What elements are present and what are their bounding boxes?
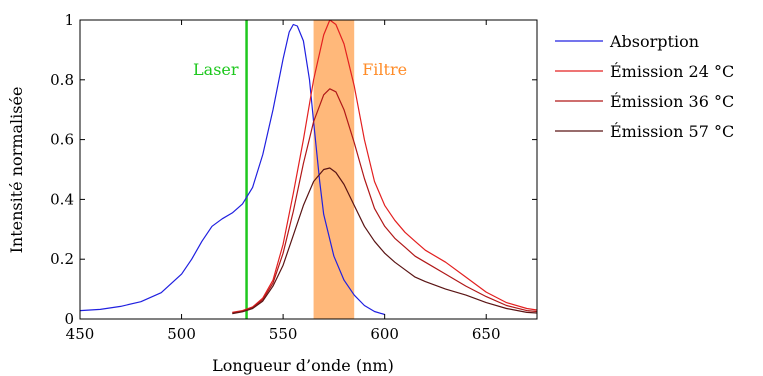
y-tick-label-5: 1 [64,11,74,29]
legend: Absorption Émission 24 °C Émission 36 °C Ém… [555,32,734,141]
series-line-3 [232,167,537,315]
y-tick-label-1: 0.2 [50,250,74,268]
plot-area: Laser Filtre [80,20,537,319]
filter-label: Filtre [362,60,407,79]
y-tick-label-2: 0.4 [50,190,74,208]
filter-band [313,20,355,319]
laser-label: Laser [193,60,239,79]
x-tick-label-2: 550 [269,325,298,343]
series-line-2 [232,88,537,314]
legend-label-2: Émission 36 °C [610,91,734,111]
axes: 450 500 550 600 650 0 0.2 0.4 0.6 0.8 1 [50,11,538,343]
y-axis-title: Intensité normalisée [7,87,26,254]
axes-frame [79,19,538,320]
x-tick-label-3: 600 [370,325,399,343]
x-tick-label-1: 500 [167,325,196,343]
series-line-0 [80,23,385,316]
x-tick-label-4: 650 [472,325,501,343]
series-lines [80,20,537,316]
y-tick-label-3: 0.6 [50,131,74,149]
y-tick-label-0: 0 [64,310,74,328]
y-tick-label-4: 0.8 [50,71,74,89]
x-axis-title: Longueur d’onde (nm) [212,356,394,375]
legend-label-1: Émission 24 °C [610,61,734,81]
legend-label-3: Émission 57 °C [610,121,734,141]
legend-label-0: Absorption [609,32,699,51]
series-line-1 [232,20,537,313]
x-tick-label-0: 450 [66,325,95,343]
